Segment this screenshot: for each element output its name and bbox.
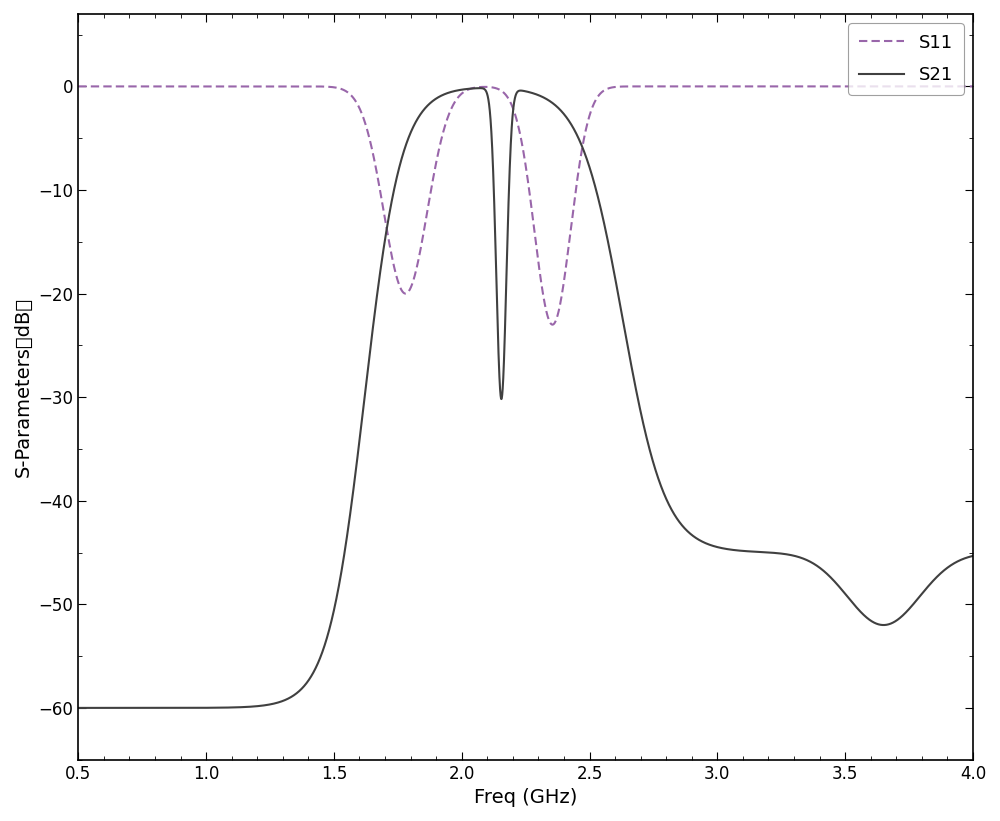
S11: [713, 81, 725, 91]
Line: S11: S11: [78, 86, 973, 324]
Y-axis label: S-Parameters（dB）: S-Parameters（dB）: [14, 296, 33, 477]
S21: [474, 83, 486, 93]
S11: [295, 81, 307, 91]
S11: [72, 81, 84, 91]
S21: [647, 456, 659, 466]
S11: [546, 319, 558, 329]
S21: [967, 551, 979, 561]
S21: [72, 703, 84, 713]
S21: [613, 296, 625, 306]
S21: [496, 394, 508, 404]
S11: [967, 81, 979, 91]
S11: [495, 86, 507, 96]
S11: [647, 81, 659, 91]
S21: [909, 597, 921, 607]
X-axis label: Freq (GHz): Freq (GHz): [474, 788, 577, 807]
Line: S21: S21: [78, 88, 973, 708]
Legend: S11, S21: S11, S21: [848, 23, 964, 95]
S21: [295, 684, 307, 694]
S21: [713, 543, 725, 553]
S11: [909, 81, 921, 91]
S11: [613, 82, 625, 92]
